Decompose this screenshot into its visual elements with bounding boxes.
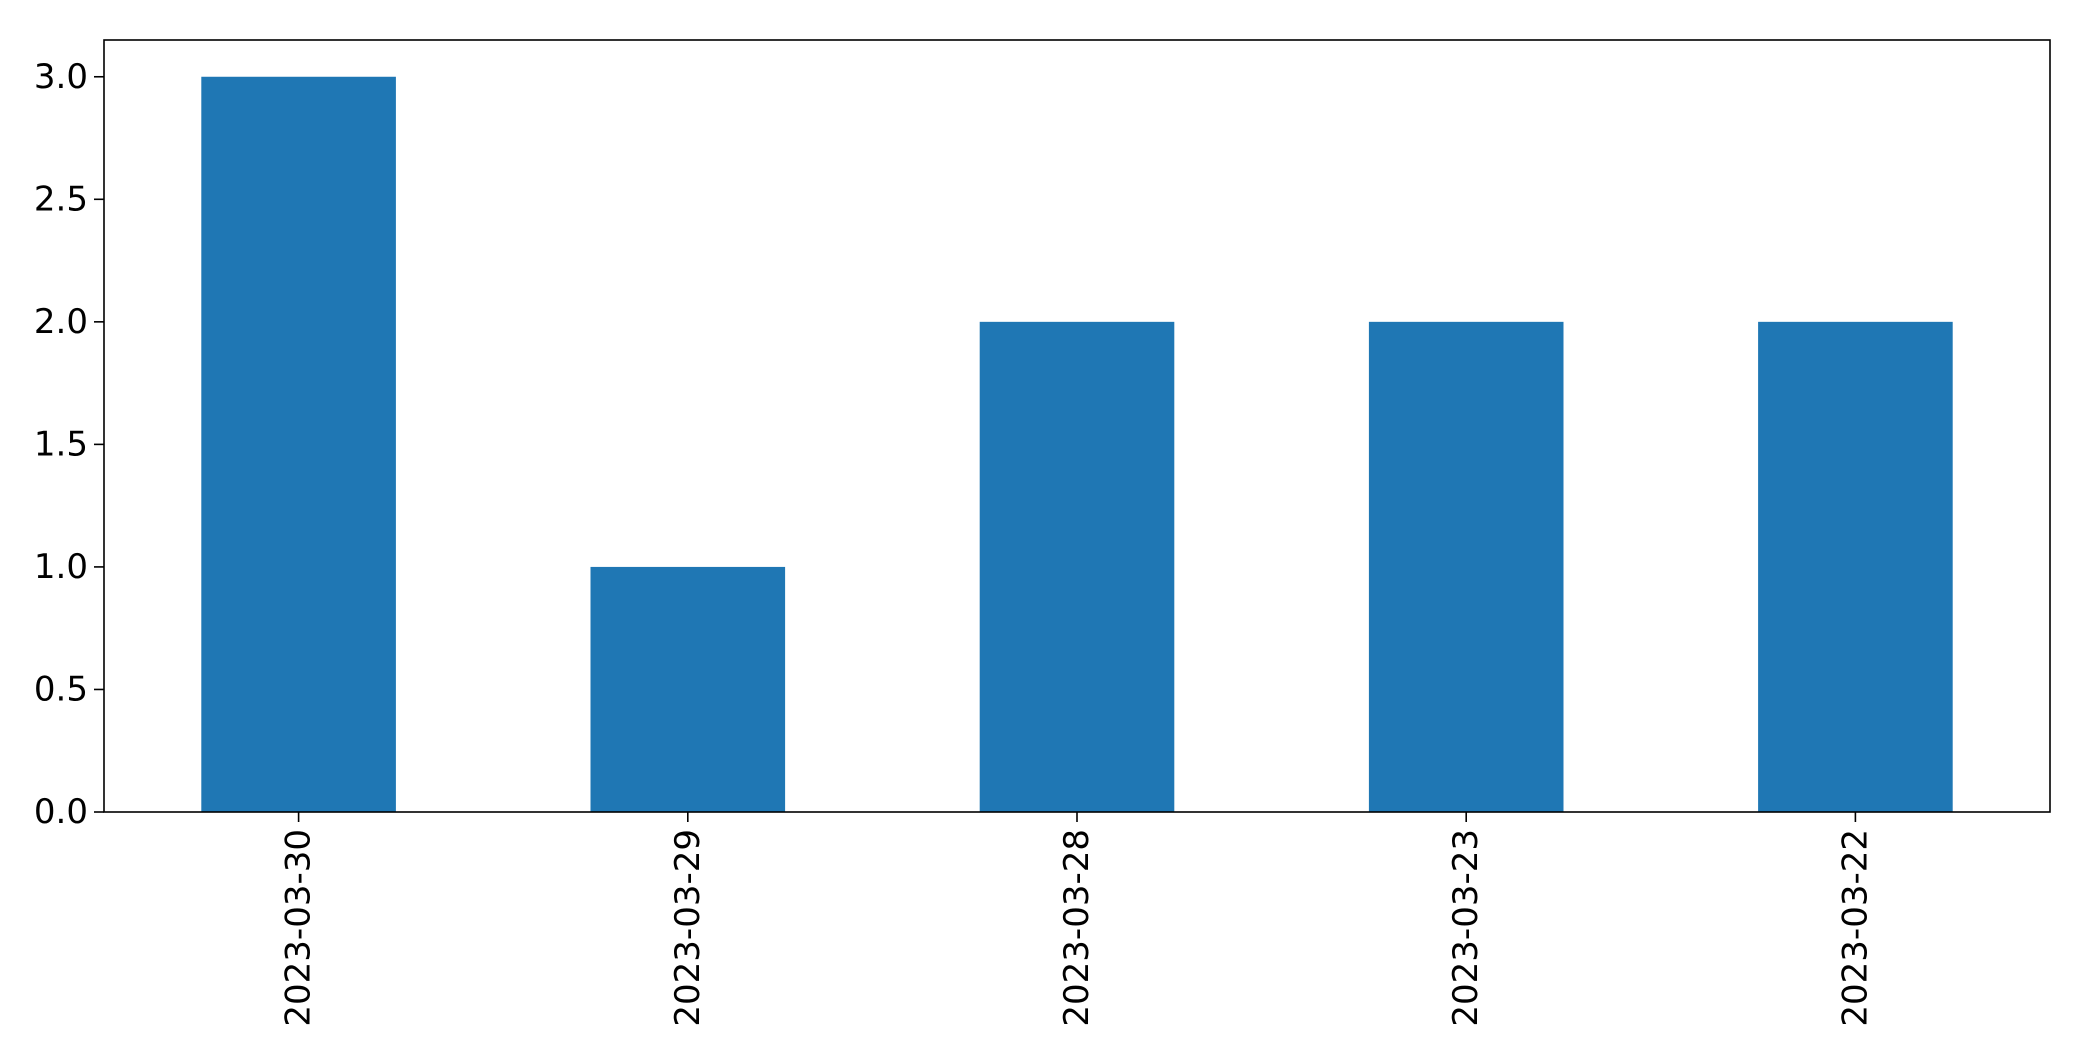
- y-tick-label: 1.5: [34, 424, 88, 464]
- x-tick-label: 2023-03-22: [1835, 829, 1875, 1027]
- bars-group: [201, 76, 1953, 812]
- y-tick-label: 1.0: [34, 547, 88, 587]
- y-tick-label: 2.5: [34, 179, 88, 219]
- bar-2023-03-28: [979, 321, 1175, 812]
- x-tick-label: 2023-03-28: [1057, 829, 1097, 1027]
- bar-2023-03-30: [201, 76, 396, 812]
- x-axis: 2023-03-30 2023-03-29 2023-03-28 2023-03-23…: [279, 812, 1875, 1027]
- bar-2023-03-22: [1758, 321, 1953, 812]
- x-tick-label: 2023-03-29: [668, 829, 708, 1027]
- y-tick-label: 2.0: [34, 302, 88, 342]
- bar-2023-03-23: [1368, 321, 1564, 812]
- plot-frame: [103, 39, 2051, 813]
- y-axis: 0.0 0.5 1.0 1.5 2.0 2.5 3.0: [34, 57, 104, 832]
- x-tick-label: 2023-03-30: [279, 829, 319, 1027]
- y-tick-label: 0.5: [34, 669, 88, 709]
- x-tick-label: 2023-03-23: [1446, 829, 1486, 1027]
- y-tick-label: 3.0: [34, 57, 88, 97]
- bar-2023-03-29: [590, 566, 786, 812]
- y-tick-label: 0.0: [34, 792, 88, 832]
